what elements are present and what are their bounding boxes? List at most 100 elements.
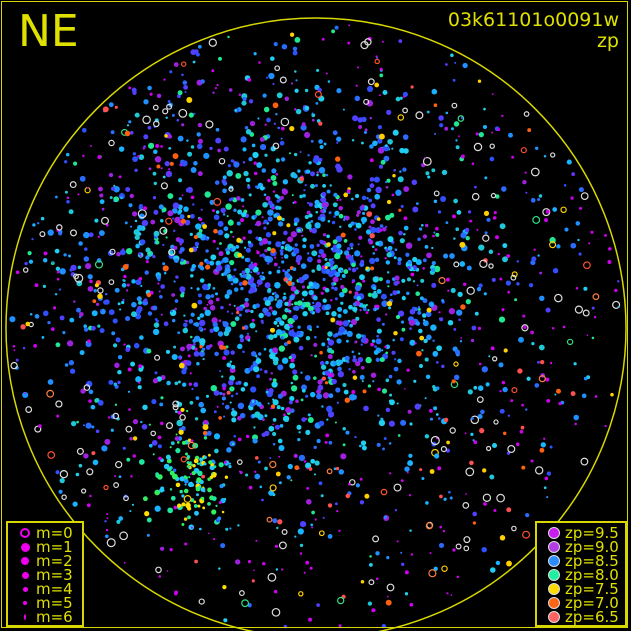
star-marker [240, 198, 245, 202]
star-marker [354, 95, 361, 102]
star-marker [87, 274, 93, 280]
star-marker [158, 204, 164, 210]
star-marker [333, 192, 338, 198]
star-marker [9, 316, 16, 323]
star-marker [242, 147, 247, 152]
star-marker [366, 85, 374, 93]
star-marker [125, 289, 129, 292]
star-marker [111, 331, 116, 336]
star-marker [272, 82, 275, 86]
star-marker [467, 210, 472, 214]
star-marker [86, 380, 93, 388]
star-marker [406, 291, 410, 296]
star-marker [284, 323, 291, 330]
star-marker [295, 108, 302, 115]
star-marker [381, 349, 384, 352]
star-marker [190, 49, 197, 56]
star-marker [259, 485, 263, 489]
star-marker [280, 245, 285, 250]
star-marker [250, 261, 253, 264]
star-marker [271, 310, 278, 316]
star-marker [269, 456, 272, 460]
star-marker [238, 282, 243, 286]
star-marker [98, 230, 105, 237]
star-marker [132, 418, 139, 425]
star-marker [178, 238, 184, 244]
star-marker [311, 118, 315, 122]
star-marker [131, 301, 137, 308]
star-marker [327, 220, 331, 223]
star-marker [199, 278, 205, 283]
star-marker [294, 37, 301, 43]
star-marker [412, 280, 416, 283]
star-marker [178, 178, 183, 183]
star-marker [369, 177, 375, 182]
star-marker [278, 345, 285, 352]
star-marker [263, 226, 267, 230]
star-marker [282, 295, 287, 300]
star-marker [256, 271, 260, 275]
star-marker [283, 230, 288, 236]
star-marker [387, 236, 394, 243]
star-marker [215, 137, 222, 144]
star-marker [481, 366, 488, 373]
star-marker [271, 168, 277, 174]
star-marker [264, 249, 268, 253]
star-marker [281, 188, 289, 195]
star-marker [348, 304, 353, 310]
star-marker [199, 350, 205, 357]
star-marker [47, 229, 54, 236]
zeropoint-color-icon [543, 611, 565, 623]
star-marker [342, 443, 346, 447]
star-marker [320, 196, 327, 203]
star-marker [377, 414, 380, 417]
star-marker [226, 273, 232, 279]
star-marker [153, 181, 158, 186]
star-marker [336, 338, 342, 344]
star-marker [135, 243, 140, 249]
star-marker [338, 213, 344, 219]
star-marker [125, 187, 131, 192]
star-marker [563, 184, 567, 187]
star-marker [381, 322, 385, 326]
star-marker [174, 436, 180, 441]
star-marker [433, 231, 436, 234]
star-marker [295, 399, 299, 404]
star-marker [394, 248, 398, 252]
star-marker [189, 213, 195, 219]
star-marker [312, 295, 318, 301]
star-marker [322, 173, 326, 177]
star-marker [137, 232, 142, 236]
star-marker [183, 206, 189, 212]
star-marker [378, 419, 386, 427]
star-marker [370, 226, 377, 234]
star-marker [221, 383, 227, 389]
star-marker [274, 281, 281, 289]
star-marker [334, 332, 339, 337]
star-marker [335, 387, 341, 393]
star-marker [272, 418, 277, 422]
star-marker [350, 318, 358, 326]
star-marker [284, 301, 289, 307]
star-marker [334, 25, 339, 30]
star-marker [301, 122, 306, 127]
star-marker [277, 438, 283, 444]
star-marker [331, 378, 337, 385]
star-marker [198, 228, 203, 233]
star-marker [385, 378, 390, 383]
star-marker [181, 123, 185, 127]
star-marker [310, 219, 314, 223]
star-marker [305, 462, 312, 469]
star-marker [126, 283, 130, 287]
star-marker [434, 132, 437, 135]
star-marker [320, 209, 324, 213]
star-marker [326, 405, 333, 413]
star-marker [293, 217, 300, 224]
star-marker [147, 125, 152, 130]
star-marker [148, 167, 152, 171]
star-marker [240, 387, 246, 392]
star-marker [314, 335, 317, 339]
star-marker [362, 304, 367, 309]
star-marker [321, 342, 326, 347]
zeropoint-color-icon [543, 597, 565, 609]
